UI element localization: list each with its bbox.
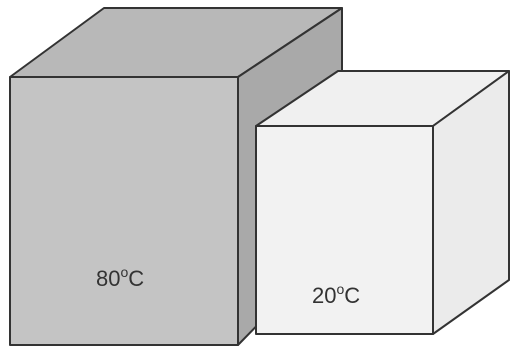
cold-block: 20oC xyxy=(255,70,510,335)
hot-block-degree-symbol: o xyxy=(120,264,128,280)
cold-block-temperature-value: 20 xyxy=(312,283,336,308)
hot-block-temperature-label: 80oC xyxy=(96,264,144,291)
cold-block-front-face xyxy=(255,125,434,335)
hot-block-temperature-value: 80 xyxy=(96,266,120,291)
hot-block-temperature-unit: C xyxy=(128,266,144,291)
hot-block-front-face xyxy=(9,76,239,346)
cold-block-temperature-label: 20oC xyxy=(312,281,360,308)
cold-block-degree-symbol: o xyxy=(336,281,344,297)
cold-block-temperature-unit: C xyxy=(344,283,360,308)
